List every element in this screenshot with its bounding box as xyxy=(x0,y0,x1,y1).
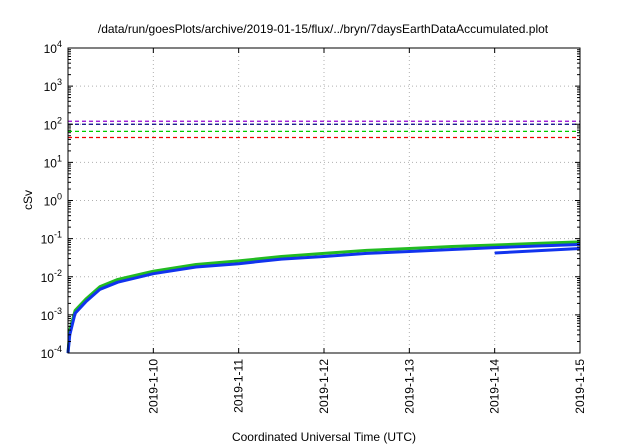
x-tick-label: 2019-1-12 xyxy=(317,359,331,414)
y-tick-exponent: 4 xyxy=(57,39,62,49)
y-tick-label: 10-1 xyxy=(41,230,62,247)
x-tick-label: 2019-1-11 xyxy=(232,359,246,413)
y-tick-label: 104 xyxy=(44,39,62,56)
y-tick-label: 102 xyxy=(44,115,62,132)
y-tick-label: 10-3 xyxy=(41,306,62,323)
y-tick-label: 10-2 xyxy=(41,268,62,285)
y-tick-base: 10 xyxy=(41,309,55,323)
x-tick-label: 2019-1-14 xyxy=(488,359,502,414)
y-tick-label: 101 xyxy=(44,153,62,170)
x-tick-label: 2019-1-10 xyxy=(146,359,160,414)
y-tick-exponent: 2 xyxy=(57,115,62,125)
y-tick-label: 100 xyxy=(44,192,62,209)
x-tick-label: 2019-1-15 xyxy=(573,359,587,414)
x-axis-label: Coordinated Universal Time (UTC) xyxy=(232,430,416,444)
y-tick-base: 10 xyxy=(41,233,55,247)
series-group xyxy=(66,240,581,354)
y-axis-label: cSv xyxy=(21,190,35,210)
y-tick-base: 10 xyxy=(41,347,55,361)
x-axis: 2019-1-10 2019-1-11 2019-1-12 2019-1-13 2019… xyxy=(146,48,587,414)
grid xyxy=(68,48,580,353)
chart-title: /data/run/goesPlots/archive/2019-01-15/f… xyxy=(98,22,549,36)
y-tick-base: 10 xyxy=(44,80,58,94)
y-tick-label: 103 xyxy=(44,77,62,94)
y-tick-exponent: -1 xyxy=(54,230,62,240)
y-tick-base: 10 xyxy=(44,156,58,170)
y-tick-label: 10-4 xyxy=(41,344,62,361)
y-tick-base: 10 xyxy=(44,195,58,209)
y-tick-exponent: 3 xyxy=(57,77,62,87)
y-tick-exponent: 1 xyxy=(57,153,62,163)
series-line xyxy=(494,247,581,255)
y-tick-base: 10 xyxy=(44,42,58,56)
series-line xyxy=(66,243,581,354)
y-tick-base: 10 xyxy=(44,118,58,132)
x-tick-label: 2019-1-13 xyxy=(402,359,416,414)
y-tick-exponent: -4 xyxy=(54,344,62,354)
y-tick-exponent: -2 xyxy=(54,268,62,278)
y-tick-exponent: -3 xyxy=(54,306,62,316)
y-tick-exponent: 0 xyxy=(57,192,62,202)
y-tick-base: 10 xyxy=(41,271,55,285)
series-line xyxy=(66,240,581,354)
threshold-lines xyxy=(68,120,580,139)
